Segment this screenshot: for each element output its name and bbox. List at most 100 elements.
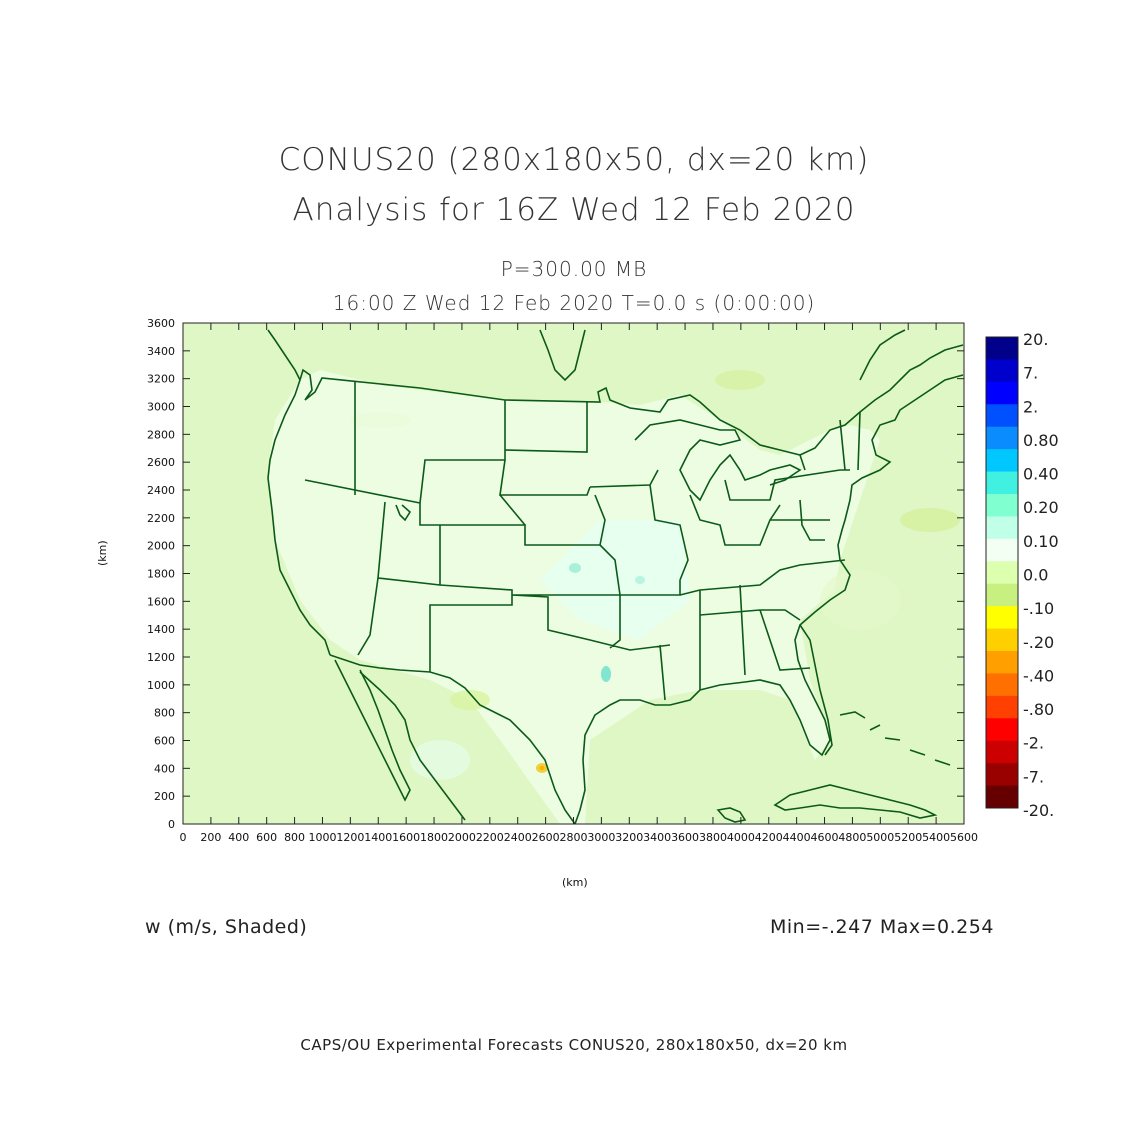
- x-tick-label: 3800: [699, 831, 727, 844]
- y-tick-label: 2400: [147, 484, 175, 497]
- y-tick-label: 3200: [147, 373, 175, 386]
- x-tick-label: 4200: [755, 831, 783, 844]
- shaded-field: [183, 323, 964, 824]
- x-tick-label: 2800: [560, 831, 588, 844]
- y-tick-label: 600: [154, 735, 175, 748]
- colorbar-label: 0.0: [1023, 566, 1048, 585]
- x-tick-label: 5000: [866, 831, 894, 844]
- y-tick-label: 0: [168, 818, 175, 831]
- colorbar-swatch: [986, 404, 1018, 428]
- colorbar-swatch: [986, 651, 1018, 674]
- x-tick-label: 0: [180, 831, 187, 844]
- colorbar-swatch: [986, 718, 1018, 742]
- x-tick-label: 4000: [727, 831, 755, 844]
- x-tick-label: 4800: [838, 831, 866, 844]
- colorbar-label: 2.: [1023, 397, 1038, 416]
- x-tick-label: 1000: [308, 831, 336, 844]
- y-tick-label: 800: [154, 707, 175, 720]
- colorbar-swatch: [986, 673, 1018, 697]
- x-tick-label: 3600: [671, 831, 699, 844]
- y-tick-label: 400: [154, 762, 175, 775]
- y-tick-label: 2600: [147, 456, 175, 469]
- y-tick-label: 3400: [147, 345, 175, 358]
- colorbar-swatch: [986, 583, 1018, 607]
- x-tick-label: 5400: [922, 831, 950, 844]
- colorbar-swatch: [986, 538, 1018, 562]
- x-tick-label: 1400: [364, 831, 392, 844]
- colorbar-label: 0.80: [1023, 431, 1059, 450]
- x-tick-label: 3200: [615, 831, 643, 844]
- x-tick-label: 2000: [448, 831, 476, 844]
- colorbar-frame: [985, 336, 1019, 809]
- y-tick-label: 1400: [147, 623, 175, 636]
- blob: [569, 563, 581, 573]
- x-tick-label: 600: [256, 831, 277, 844]
- colorbar-label: -2.: [1023, 734, 1044, 753]
- x-tick-label: 800: [284, 831, 305, 844]
- colorbar-swatch: [986, 337, 1018, 360]
- variable-label: w (m/s, Shaded): [145, 916, 308, 938]
- x-axis-label: (km): [562, 876, 588, 889]
- colorbar-label: 0.10: [1023, 532, 1059, 551]
- colorbar-label: 7.: [1023, 364, 1038, 383]
- x-tick-label: 1200: [336, 831, 364, 844]
- colorbar-swatch: [986, 561, 1018, 585]
- y-tick-label: 200: [154, 790, 175, 803]
- colorbar-swatch: [986, 516, 1018, 540]
- x-tick-label: 5200: [894, 831, 922, 844]
- colorbar-swatch: [986, 763, 1018, 787]
- min-max-label: Min=-.247 Max=0.254: [770, 916, 994, 938]
- x-tick-label: 2400: [504, 831, 532, 844]
- colorbar-swatch: [986, 471, 1018, 495]
- y-tick-label: 1200: [147, 651, 175, 664]
- y-axis-label: (km): [96, 540, 109, 566]
- y-tick-label: 1800: [147, 568, 175, 581]
- y-tick-label: 2200: [147, 512, 175, 525]
- x-tick-label: 1600: [392, 831, 420, 844]
- valid-time: 16:00 Z Wed 12 Feb 2020 T=0.0 s (0:00:00…: [332, 291, 816, 315]
- colorbar-swatch: [986, 628, 1018, 652]
- colorbar-label: -20.: [1023, 801, 1054, 820]
- x-tick-label: 3400: [643, 831, 671, 844]
- x-tick-label: 2200: [476, 831, 504, 844]
- colorbar-label: -.10: [1023, 599, 1054, 618]
- colorbar-swatch: [986, 449, 1018, 473]
- colorbar-swatch: [986, 381, 1018, 405]
- y-tick-label: 1600: [147, 595, 175, 608]
- colorbar-swatch: [986, 426, 1018, 450]
- x-tick-label: 1800: [420, 831, 448, 844]
- colorbar-label: -.20: [1023, 633, 1054, 652]
- title-line-1: CONUS20 (280x180x50, dx=20 km): [278, 142, 870, 178]
- state-lines: [304, 381, 861, 701]
- footer-credit: CAPS/OU Experimental Forecasts CONUS20, …: [300, 1036, 848, 1054]
- y-tick-label: 2000: [147, 540, 175, 553]
- x-tick-label: 2600: [532, 831, 560, 844]
- colorbar-label: 0.40: [1023, 465, 1059, 484]
- colorbar-label: 0.20: [1023, 498, 1059, 517]
- x-tick-label: 4600: [811, 831, 839, 844]
- y-tick-label: 3000: [147, 401, 175, 414]
- colorbar-label: 20.: [1023, 330, 1048, 349]
- y-tick-label: 2800: [147, 428, 175, 441]
- colorbar-swatch: [986, 494, 1018, 517]
- x-tick-label: 400: [228, 831, 249, 844]
- colorbar-swatch: [986, 785, 1018, 809]
- colorbar: [985, 336, 1019, 809]
- colorbar-label: -7.: [1023, 767, 1044, 786]
- colorbar-swatch: [986, 695, 1018, 719]
- x-tick-label: 5600: [950, 831, 978, 844]
- y-tick-label: 1000: [147, 679, 175, 692]
- title-line-2: Analysis for 16Z Wed 12 Feb 2020: [292, 192, 856, 228]
- colorbar-label: -.40: [1023, 666, 1054, 685]
- colorbar-swatch: [986, 606, 1018, 630]
- x-tick-label: 3000: [587, 831, 615, 844]
- colorbar-label: -.80: [1023, 700, 1054, 719]
- pressure-level: P=300.00 MB: [500, 257, 648, 281]
- x-tick-label: 4400: [783, 831, 811, 844]
- y-tick-label: 3600: [147, 317, 175, 330]
- map-boundaries: [267, 329, 964, 824]
- x-tick-label: 200: [200, 831, 221, 844]
- us-outline: [267, 344, 964, 479]
- colorbar-swatch: [986, 359, 1018, 383]
